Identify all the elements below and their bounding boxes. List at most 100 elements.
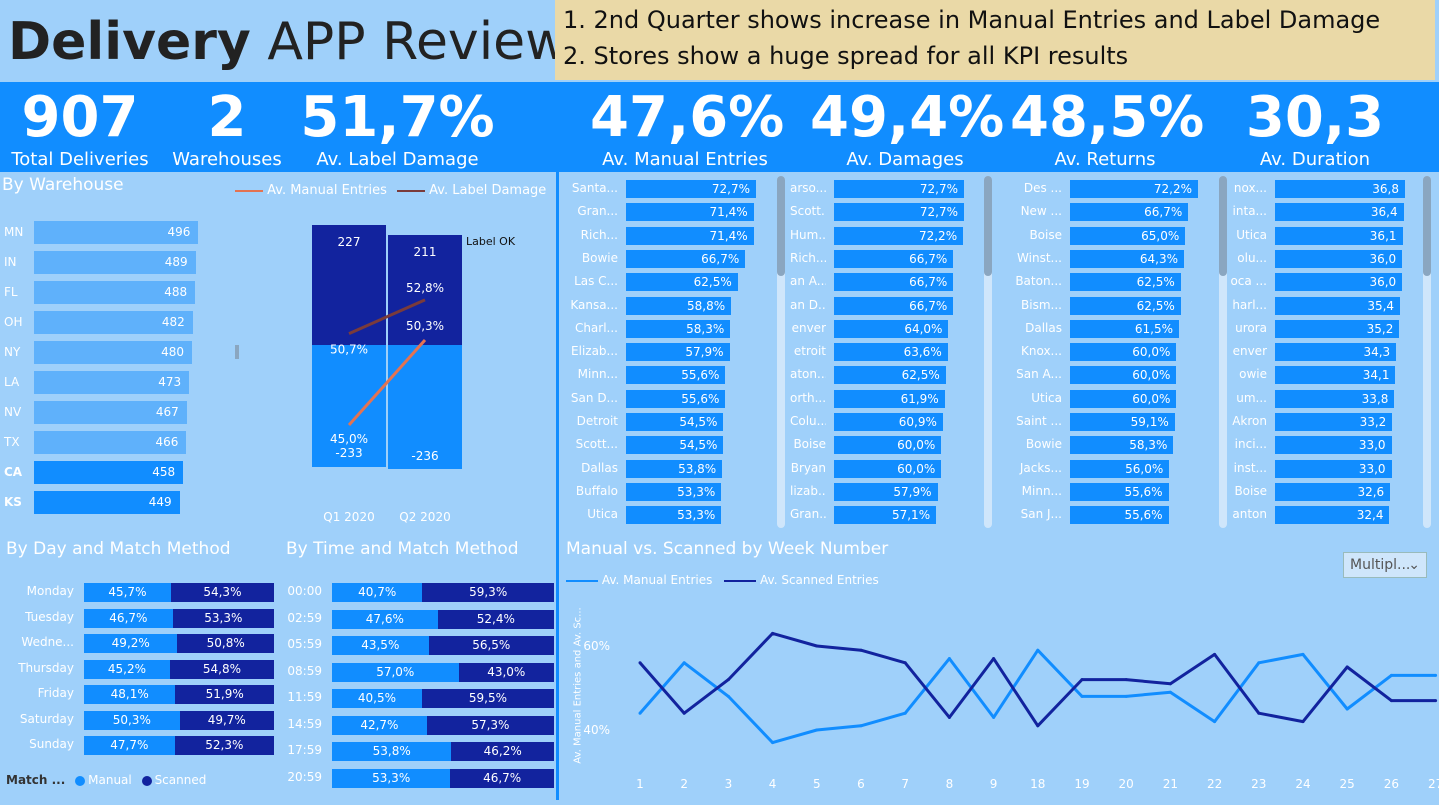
stacked-bar[interactable]: 50,3% 49,7% xyxy=(84,710,274,730)
warehouse-bar[interactable]: 467 xyxy=(34,401,187,424)
store-value-bar[interactable]: 33,0 xyxy=(1275,436,1392,455)
warehouse-bar[interactable]: 466 xyxy=(34,431,187,454)
stacked-bar[interactable]: 49,2% 50,8% xyxy=(84,634,274,653)
store-value-bar[interactable]: 64,3% xyxy=(1070,249,1184,268)
stacked-bar[interactable]: 45,2% 54,8% xyxy=(84,659,274,679)
store-value-bar[interactable]: 62,5% xyxy=(1070,296,1181,315)
store-value-bar[interactable]: 60,0% xyxy=(1070,366,1177,385)
warehouse-bar[interactable]: 458 xyxy=(34,461,184,484)
store-value-bar[interactable]: 55,6% xyxy=(626,366,726,385)
store-value-bar[interactable]: 72,7% xyxy=(626,180,756,198)
warehouse-bar[interactable]: 482 xyxy=(34,311,193,334)
store-value-bar[interactable]: 55,6% xyxy=(626,389,726,408)
warehouse-bar[interactable]: 449 xyxy=(34,491,180,514)
store-value-bar[interactable]: 58,3% xyxy=(1070,436,1174,455)
store-value-bar[interactable]: 72,2% xyxy=(1070,180,1198,198)
resize-handle[interactable] xyxy=(235,345,239,359)
store-value-bar[interactable]: 58,8% xyxy=(626,296,732,315)
store-value-bar[interactable]: 32,6 xyxy=(1275,482,1391,501)
store-value-bar[interactable]: 57,9% xyxy=(834,482,938,501)
store-value-bar[interactable]: 53,3% xyxy=(626,482,722,501)
store-value-bar[interactable]: 66,7% xyxy=(834,249,954,268)
store-value-bar[interactable]: 61,9% xyxy=(834,389,945,408)
store-value-bar[interactable]: 54,5% xyxy=(626,436,724,455)
quarter-chart[interactable]: 227 -233 Q1 2020 211 -236 Q2 2020 Label OK 50,7… xyxy=(290,215,550,535)
store-value-bar[interactable]: 35,4 xyxy=(1275,296,1401,315)
store-value-bar[interactable]: 72,7% xyxy=(834,180,964,198)
store-value-bar[interactable]: 66,7% xyxy=(834,296,954,315)
store-value-bar[interactable]: 53,8% xyxy=(626,459,723,478)
scrollbar-duration[interactable] xyxy=(1423,176,1431,528)
store-value-bar[interactable]: 72,2% xyxy=(834,226,964,245)
scroll-thumb[interactable] xyxy=(1219,176,1227,276)
stacked-bar[interactable]: 46,7% 53,3% xyxy=(84,608,274,628)
store-value-bar[interactable]: 57,1% xyxy=(834,506,937,525)
store-value-bar[interactable]: 58,3% xyxy=(626,319,731,338)
store-value-bar[interactable]: 54,5% xyxy=(626,413,724,431)
scroll-thumb[interactable] xyxy=(984,176,992,276)
store-value-bar[interactable]: 36,0 xyxy=(1275,249,1403,268)
returns-list[interactable]: Des ... 72,2% New ... 66,7% Boise 65,0% Winst.… xyxy=(1000,178,1215,528)
scroll-thumb[interactable] xyxy=(1423,176,1431,276)
store-value-bar[interactable]: 36,4 xyxy=(1275,203,1404,222)
scrollbar-damages[interactable] xyxy=(984,176,992,528)
store-value-bar[interactable]: 66,7% xyxy=(834,273,954,292)
warehouse-bar[interactable]: 480 xyxy=(34,341,192,364)
store-value-bar[interactable]: 64,0% xyxy=(834,319,949,338)
store-value-bar[interactable]: 60,0% xyxy=(1070,389,1177,408)
store-value-bar[interactable]: 36,8 xyxy=(1275,180,1405,198)
store-value-bar[interactable]: 60,9% xyxy=(834,413,943,431)
stacked-bar[interactable]: 40,5% 59,5% xyxy=(332,689,554,708)
day-stacked-chart[interactable]: Monday 45,7% 54,3% Tuesday 46,7% 53,3% Wedne..… xyxy=(0,580,280,760)
store-value-bar[interactable]: 33,8 xyxy=(1275,389,1395,408)
store-value-bar[interactable]: 55,6% xyxy=(1070,482,1169,501)
stacked-bar[interactable]: 47,6% 52,4% xyxy=(332,609,554,629)
store-value-bar[interactable]: 34,3 xyxy=(1275,343,1397,362)
warehouse-bar[interactable]: 473 xyxy=(34,371,190,394)
store-value-bar[interactable]: 33,2 xyxy=(1275,413,1393,431)
store-value-bar[interactable]: 71,4% xyxy=(626,203,754,222)
stacked-bar[interactable]: 47,7% 52,3% xyxy=(84,736,274,755)
store-value-bar[interactable]: 32,4 xyxy=(1275,506,1390,525)
store-value-bar[interactable]: 36,1 xyxy=(1275,226,1403,245)
scrollbar-manual[interactable] xyxy=(777,176,785,528)
multiple-select-dropdown[interactable]: Multipl... ⌄ xyxy=(1343,552,1427,578)
store-value-bar[interactable]: 61,5% xyxy=(1070,319,1180,338)
warehouse-bar[interactable]: 496 xyxy=(34,221,199,244)
stacked-bar[interactable]: 43,5% 56,5% xyxy=(332,636,554,655)
stacked-bar[interactable]: 57,0% 43,0% xyxy=(332,662,554,682)
store-value-bar[interactable]: 55,6% xyxy=(1070,506,1169,525)
store-value-bar[interactable]: 60,0% xyxy=(1070,343,1177,362)
store-value-bar[interactable]: 35,2 xyxy=(1275,319,1400,338)
store-value-bar[interactable]: 36,0 xyxy=(1275,273,1403,292)
store-value-bar[interactable]: 53,3% xyxy=(626,506,722,525)
store-value-bar[interactable]: 60,0% xyxy=(834,459,942,478)
stacked-bar[interactable]: 48,1% 51,9% xyxy=(84,685,274,704)
store-value-bar[interactable]: 62,5% xyxy=(1070,273,1181,292)
manual-entries-list[interactable]: Santa... 72,7% Gran... 71,4% Rich... 71,4% Bow… xyxy=(565,178,790,528)
store-value-bar[interactable]: 60,0% xyxy=(834,436,942,455)
stacked-bar[interactable]: 53,8% 46,2% xyxy=(332,742,554,761)
store-value-bar[interactable]: 65,0% xyxy=(1070,226,1186,245)
store-value-bar[interactable]: 62,5% xyxy=(834,366,946,385)
stacked-bar[interactable]: 42,7% 57,3% xyxy=(332,715,554,735)
warehouse-bar-chart[interactable]: MN 496 IN 489 FL 488 OH 482 NY 480 LA 473 NV 467 TX 466… xyxy=(0,215,240,525)
damages-list[interactable]: arso... 72,7% Scott... 72,7% Hum... 72,2% Rich… xyxy=(790,178,990,528)
store-value-bar[interactable]: 71,4% xyxy=(626,226,754,245)
week-line-chart[interactable]: 60%40%12345678918192021222324252627 xyxy=(580,600,1439,800)
store-value-bar[interactable]: 56,0% xyxy=(1070,459,1170,478)
store-value-bar[interactable]: 33,0 xyxy=(1275,459,1392,478)
store-value-bar[interactable]: 72,7% xyxy=(834,203,964,222)
time-stacked-chart[interactable]: 00:00 40,7% 59,3% 02:59 47,6% 52,4% 05:59 43,5%… xyxy=(280,580,555,800)
warehouse-bar[interactable]: 488 xyxy=(34,281,196,304)
store-value-bar[interactable]: 57,9% xyxy=(626,343,730,362)
scrollbar-returns[interactable] xyxy=(1219,176,1227,528)
scroll-thumb[interactable] xyxy=(777,176,785,276)
stacked-bar[interactable]: 45,7% 54,3% xyxy=(84,583,274,602)
duration-list[interactable]: nox... 36,8 inta... 36,4 Utica 36,1 olu... 36,0… xyxy=(1225,178,1425,528)
store-value-bar[interactable]: 63,6% xyxy=(834,343,948,362)
store-value-bar[interactable]: 66,7% xyxy=(626,249,746,268)
stacked-bar[interactable]: 40,7% 59,3% xyxy=(332,583,554,602)
store-value-bar[interactable]: 34,1 xyxy=(1275,366,1396,385)
store-value-bar[interactable]: 66,7% xyxy=(1070,203,1189,222)
